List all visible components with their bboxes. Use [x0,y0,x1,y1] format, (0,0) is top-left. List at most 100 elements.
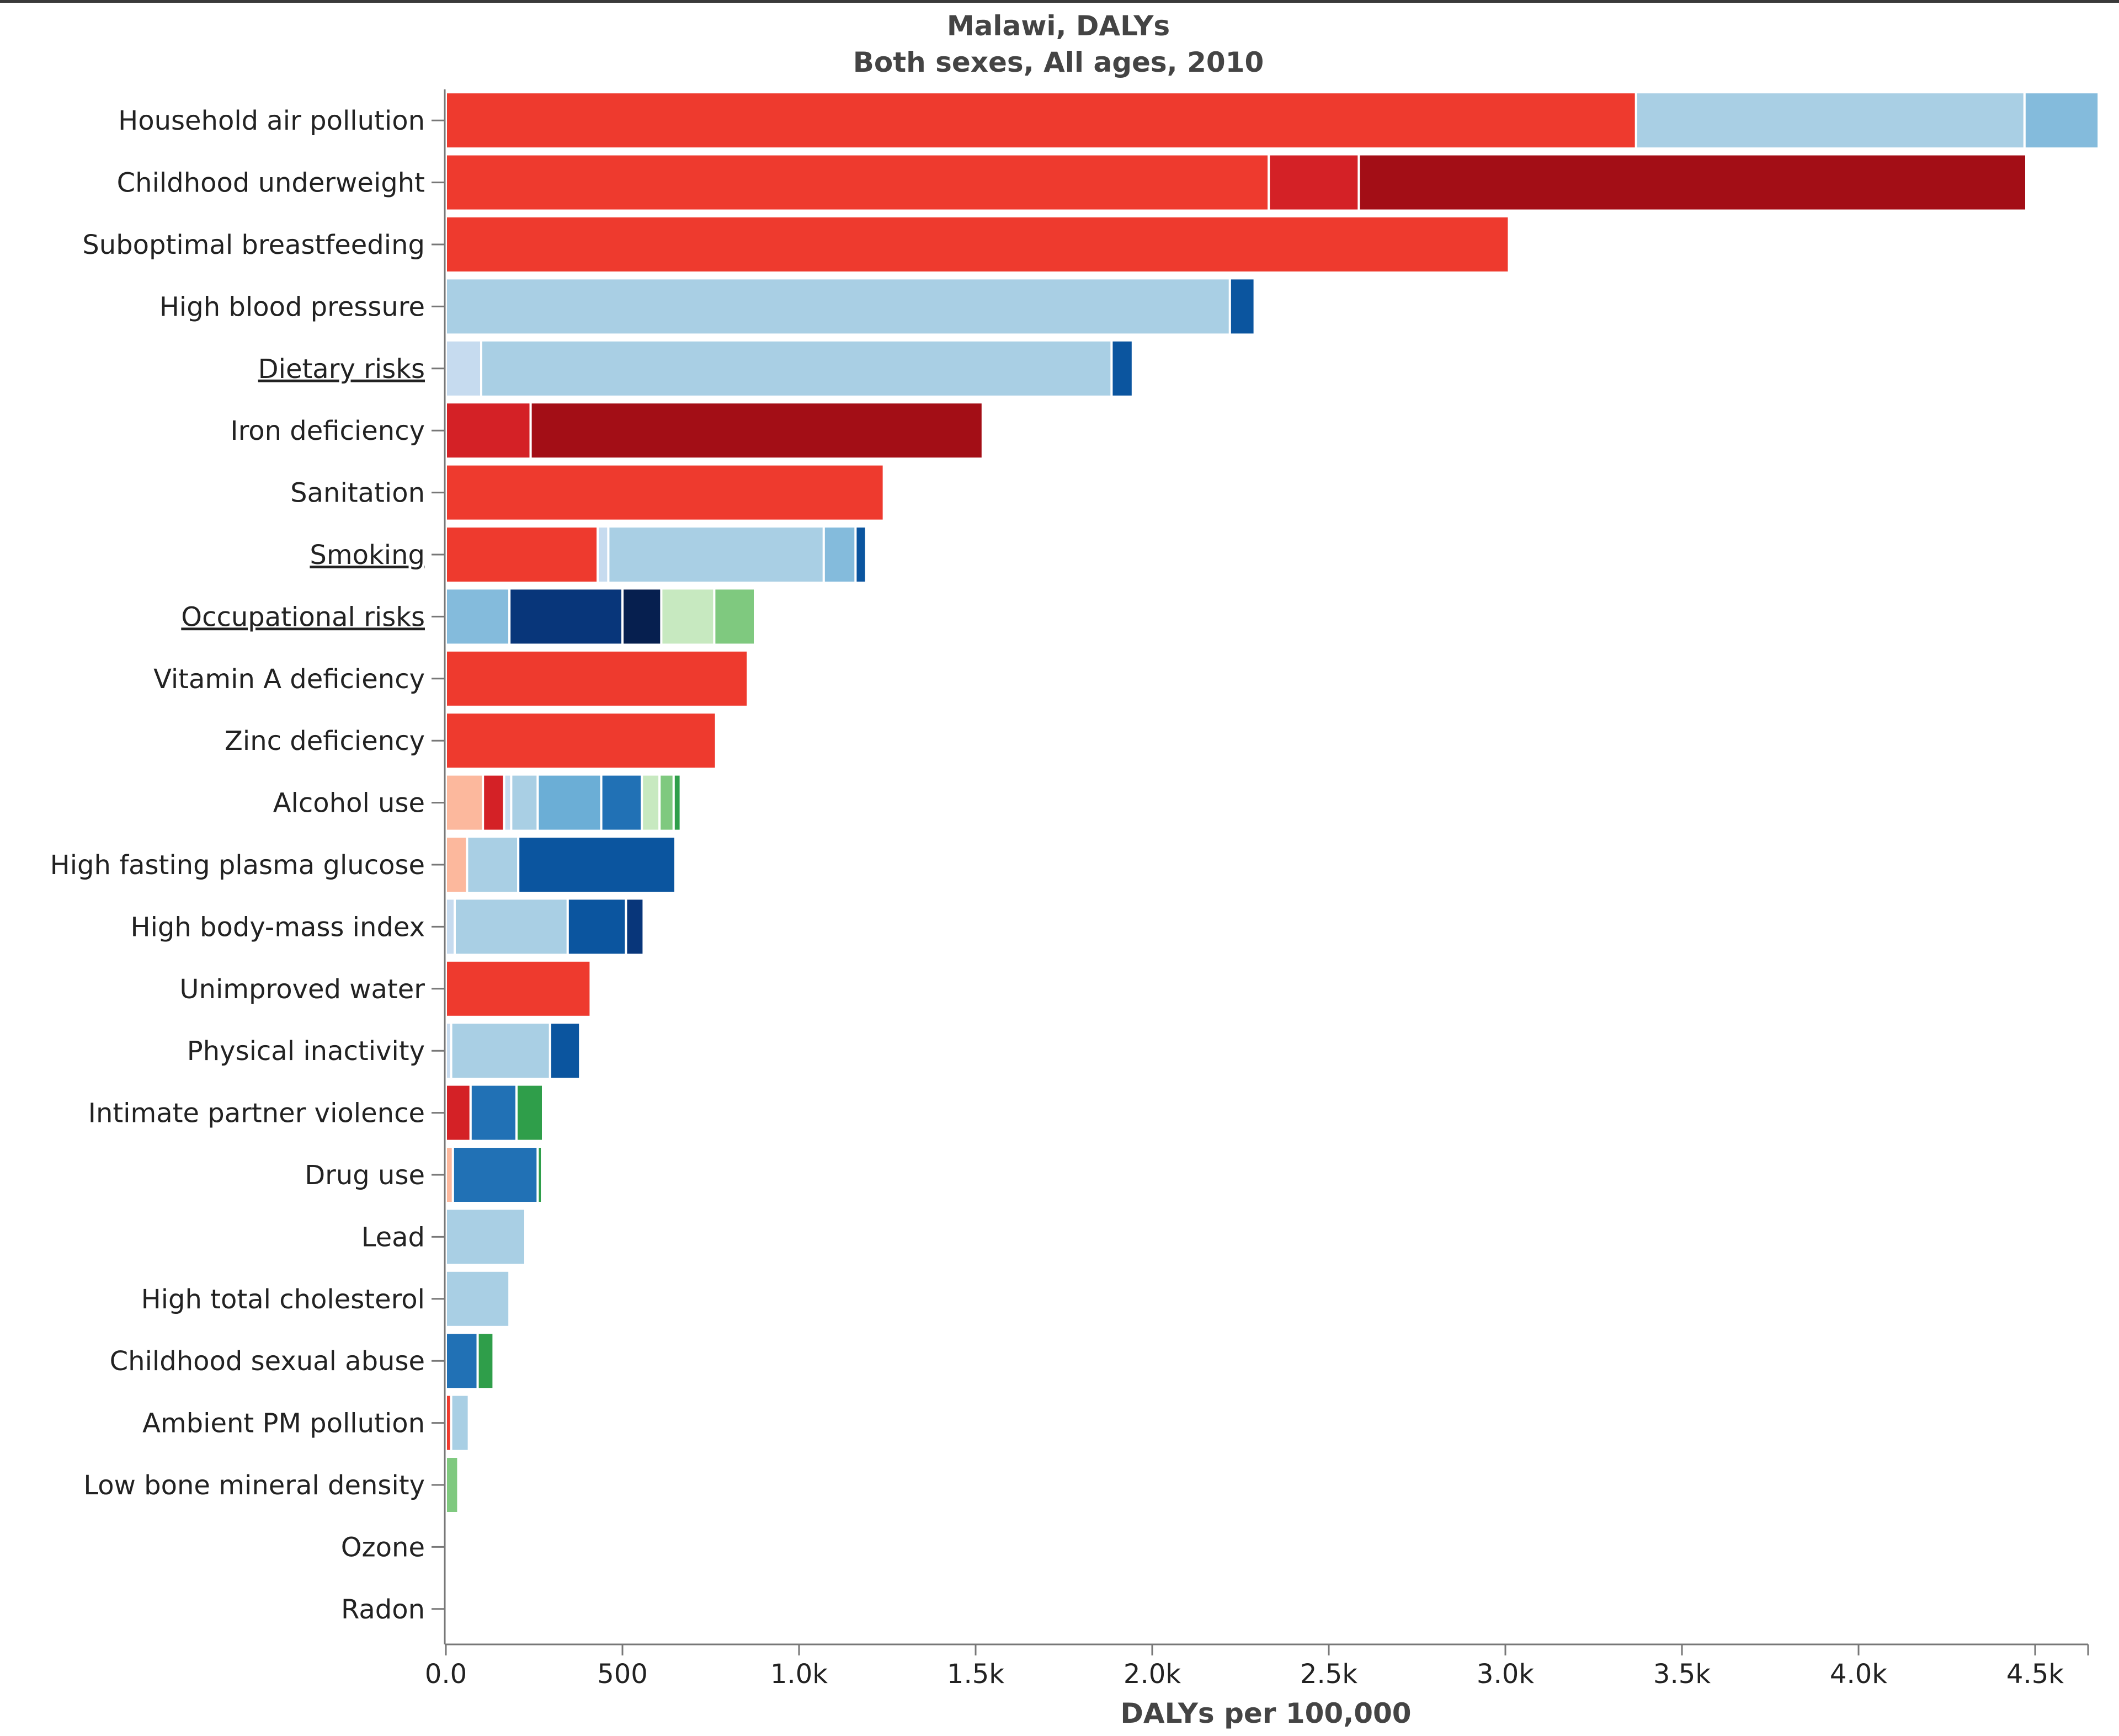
bar-segment-alcohol-use-7[interactable] [658,773,675,832]
bar-segment-sanitation-0[interactable] [445,463,885,522]
bar-row-vitamin-a-deficiency [445,649,749,708]
bar-segment-vitamin-a-deficiency-0[interactable] [445,649,749,708]
bar-segment-occupational-risks-1[interactable] [508,587,624,646]
category-label-lead: Lead [361,1222,425,1253]
bar-segment-dietary-risks-0[interactable] [445,339,482,398]
bar-segment-high-blood-pressure-1[interactable] [1228,277,1256,336]
bar-segment-high-blood-pressure-0[interactable] [445,277,1231,336]
x-tick-label-1: 500 [597,1659,648,1690]
category-label-household-air-pollution: Household air pollution [118,105,425,136]
bar-segment-intimate-partner-violence-2[interactable] [515,1083,544,1142]
bar-segment-alcohol-use-3[interactable] [510,773,539,832]
top-border [0,0,2119,3]
bar-segment-smoking-0[interactable] [445,525,599,584]
bar-segment-iron-deficiency-0[interactable] [445,401,532,460]
bar-row-household-air-pollution [445,91,2100,150]
category-label-physical-inactivity: Physical inactivity [187,1036,425,1067]
bar-row-sanitation [445,463,885,522]
bar-segment-zinc-deficiency-0[interactable] [445,711,717,770]
x-tick-label-9: 4.5k [2006,1659,2064,1690]
bar-segment-physical-inactivity-1[interactable] [450,1021,551,1080]
bar-segment-high-body-mass-index-2[interactable] [566,897,627,956]
bar-segment-occupational-risks-0[interactable] [445,587,511,646]
bar-segment-suboptimal-breastfeeding-0[interactable] [445,215,1510,274]
bar-segment-intimate-partner-violence-0[interactable] [445,1083,472,1142]
bar-row-suboptimal-breastfeeding [445,215,1510,274]
bar-row-occupational-risks [445,587,757,646]
category-label-ozone: Ozone [341,1532,425,1563]
bar-segment-smoking-3[interactable] [822,525,857,584]
bar-segment-alcohol-use-1[interactable] [482,773,505,832]
bar-segment-occupational-risks-4[interactable] [713,587,757,646]
bar-segment-alcohol-use-4[interactable] [536,773,603,832]
category-label-smoking[interactable]: Smoking [310,540,425,571]
category-label-alcohol-use: Alcohol use [273,788,425,819]
bar-row-physical-inactivity [445,1021,582,1080]
bar-row-low-bone-mineral-density [445,1456,460,1514]
bar-segment-high-fasting-plasma-glucose-0[interactable] [445,835,468,894]
bar-segment-drug-use-1[interactable] [451,1146,539,1204]
bar-segment-childhood-underweight-0[interactable] [445,153,1270,212]
bar-segment-alcohol-use-6[interactable] [641,773,661,832]
bar-row-high-blood-pressure [445,277,1256,336]
bar-segment-occupational-risks-3[interactable] [660,587,716,646]
bar-segment-alcohol-use-8[interactable] [672,773,682,832]
x-tick-label-5: 2.5k [1300,1659,1357,1690]
bar-segment-childhood-underweight-1[interactable] [1268,153,1360,212]
bar-row-unimproved-water [445,959,592,1018]
category-label-sanitation: Sanitation [290,478,425,509]
bar-segment-ambient-pm-pollution-1[interactable] [450,1393,470,1452]
bar-segment-drug-use-2[interactable] [536,1146,544,1204]
x-tick-label-6: 3.0k [1477,1659,1534,1690]
bar-segment-high-body-mass-index-3[interactable] [625,897,645,956]
bar-segment-lead-0[interactable] [445,1207,526,1266]
bar-segment-smoking-4[interactable] [854,525,867,584]
bar-segment-household-air-pollution-2[interactable] [2023,91,2100,150]
bar-segment-low-bone-mineral-density-0[interactable] [445,1456,460,1514]
bar-segment-intimate-partner-violence-1[interactable] [469,1083,518,1142]
category-label-drug-use: Drug use [305,1160,425,1191]
bar-segment-high-total-cholesterol-0[interactable] [445,1269,511,1328]
chart-title: Malawi, DALYs [947,10,1170,42]
bar-row-iron-deficiency [445,401,984,460]
bar-segment-high-fasting-plasma-glucose-1[interactable] [466,835,520,894]
bar-segment-household-air-pollution-1[interactable] [1634,91,2026,150]
bar-segment-high-body-mass-index-0[interactable] [445,897,456,956]
category-label-suboptimal-breastfeeding: Suboptimal breastfeeding [82,230,425,260]
bar-segment-childhood-underweight-2[interactable] [1357,153,2027,212]
category-label-high-fasting-plasma-glucose: High fasting plasma glucose [50,850,425,881]
bar-row-smoking [445,525,867,584]
bar-segment-high-body-mass-index-1[interactable] [454,897,569,956]
bar-segment-high-fasting-plasma-glucose-2[interactable] [517,835,677,894]
category-label-ambient-pm-pollution: Ambient PM pollution [142,1408,425,1439]
category-label-dietary-risks[interactable]: Dietary risks [258,354,425,385]
bar-segment-dietary-risks-1[interactable] [480,339,1113,398]
bar-segment-occupational-risks-2[interactable] [621,587,663,646]
bar-segment-dietary-risks-2[interactable] [1110,339,1134,398]
x-tick-label-3: 1.5k [947,1659,1004,1690]
category-label-occupational-risks[interactable]: Occupational risks [181,601,425,632]
bar-segment-smoking-1[interactable] [597,525,610,584]
category-label-intimate-partner-violence: Intimate partner violence [88,1098,425,1129]
bar-segment-unimproved-water-0[interactable] [445,959,592,1018]
bar-segment-childhood-sexual-abuse-1[interactable] [476,1332,495,1391]
bar-row-drug-use [445,1146,544,1204]
bar-row-ambient-pm-pollution [445,1393,470,1452]
bar-segment-alcohol-use-0[interactable] [445,773,485,832]
bar-segment-smoking-2[interactable] [607,525,825,584]
bar-row-high-total-cholesterol [445,1269,511,1328]
bar-segment-childhood-sexual-abuse-0[interactable] [445,1332,479,1391]
bar-segment-physical-inactivity-2[interactable] [549,1021,582,1080]
category-label-zinc-deficiency: Zinc deficiency [225,726,425,757]
bar-row-childhood-underweight [445,153,2027,212]
bar-segment-iron-deficiency-1[interactable] [529,401,984,460]
bar-segment-alcohol-use-5[interactable] [600,773,643,832]
bars-group [445,91,2100,1514]
category-label-radon: Radon [341,1594,425,1625]
x-tick-label-0: 0.0 [425,1659,467,1690]
bar-segment-household-air-pollution-0[interactable] [445,91,1637,150]
bar-row-high-fasting-plasma-glucose [445,835,677,894]
x-tick-label-8: 4.0k [1830,1659,1887,1690]
x-axis-title: DALYs per 100,000 [1120,1697,1411,1729]
